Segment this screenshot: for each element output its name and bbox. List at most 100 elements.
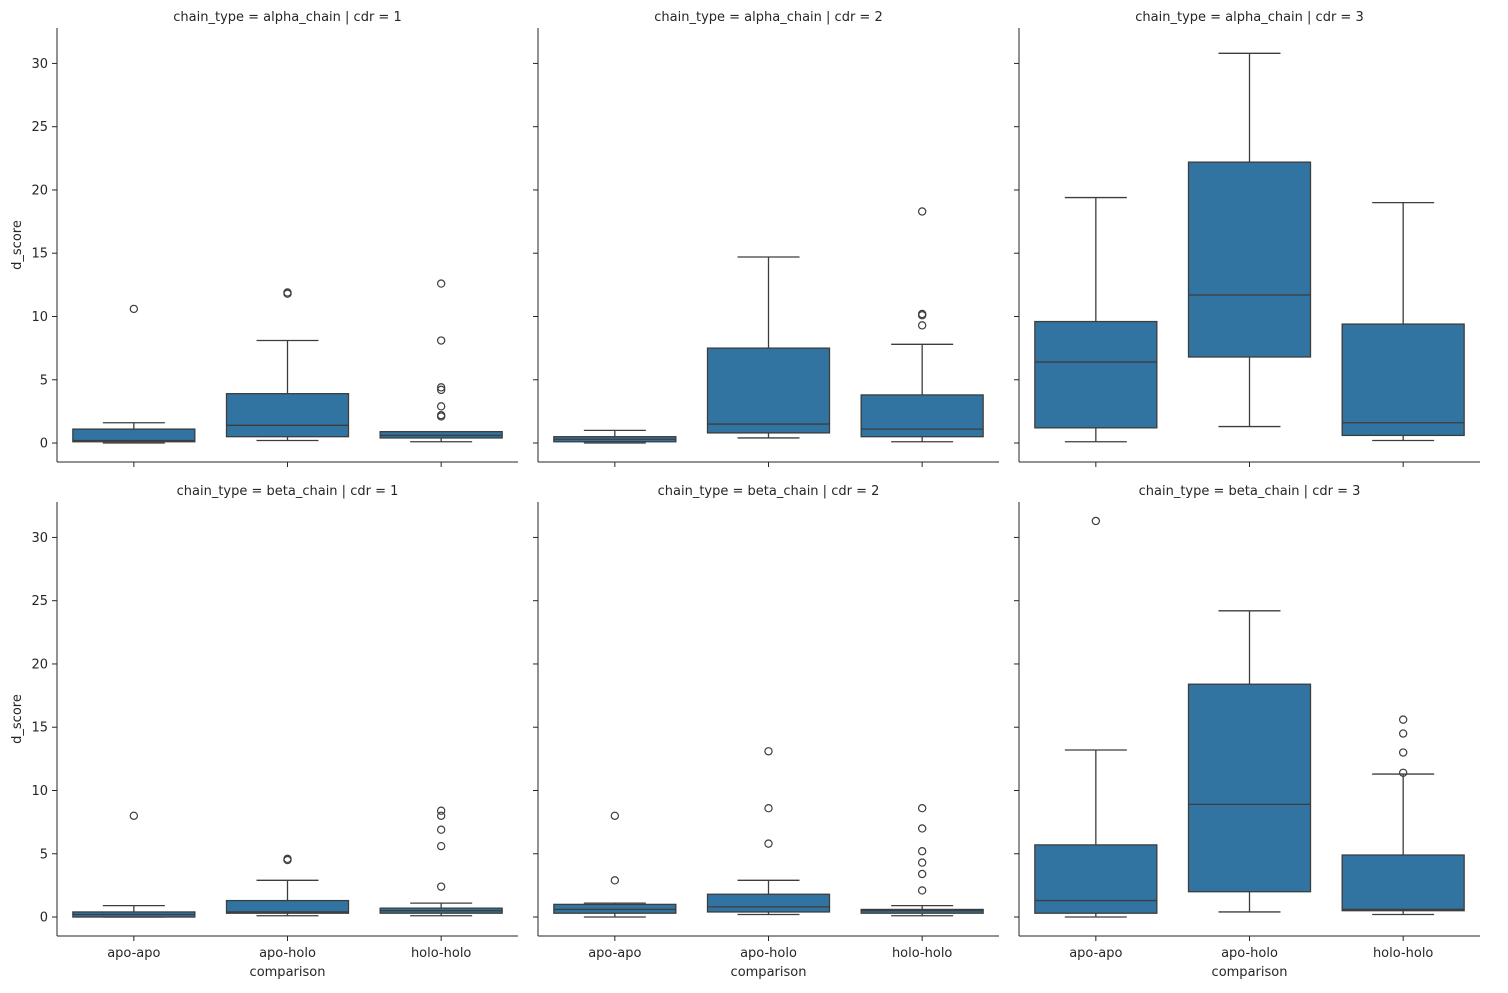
y-tick-label: 25	[31, 120, 48, 135]
outlier-point	[764, 804, 773, 813]
outlier-point	[917, 869, 927, 879]
x-tick-label: apo-apo	[1069, 946, 1122, 961]
box-apo-apo	[553, 429, 677, 444]
outlier-point	[129, 304, 139, 314]
iqr-box	[225, 393, 350, 438]
outlier-point	[917, 309, 927, 319]
y-tick-label: 25	[31, 594, 48, 609]
facet-panel-5: chain_type = beta_chain | cdr = 2 apo-apo…	[533, 484, 999, 980]
box-apo-apo	[72, 304, 196, 444]
box-apo-holo	[1187, 610, 1312, 913]
y-tick-label: 30	[31, 57, 48, 72]
outlier-point	[1091, 516, 1101, 526]
facet-panel-1: chain_type = alpha_chain | cdr = 1 0 5 10 15…	[10, 10, 518, 467]
x-axis-label: comparison	[1212, 965, 1288, 980]
y-tick-label: 15	[31, 721, 48, 736]
outlier-point	[917, 804, 927, 813]
facet-title: chain_type = beta_chain | cdr = 2	[658, 484, 880, 499]
iqr-box	[72, 428, 196, 443]
facet-panel-4: chain_type = beta_chain | cdr = 1 0 5 10 15 2…	[10, 484, 518, 980]
iqr-box	[1341, 323, 1465, 437]
outlier-point	[436, 336, 446, 345]
outlier-point	[1398, 748, 1408, 757]
y-tick-label: 5	[40, 847, 48, 862]
outlier-point	[1398, 715, 1408, 724]
y-tick-label: 0	[40, 437, 48, 452]
outlier-point	[917, 824, 927, 833]
outlier-point	[283, 854, 292, 864]
box-apo-holo	[706, 747, 831, 916]
facet-title: chain_type = beta_chain | cdr = 3	[1139, 484, 1361, 499]
outlier-point	[129, 811, 139, 820]
box-apo-holo	[1187, 52, 1312, 428]
iqr-box	[1187, 161, 1312, 358]
box-holo-holo	[860, 804, 984, 917]
box-apo-apo	[1034, 516, 1158, 918]
y-tick-label: 30	[31, 531, 48, 546]
y-tick-label: 20	[31, 657, 48, 672]
y-tick-label: 10	[31, 310, 48, 325]
outlier-point	[917, 886, 927, 895]
box-apo-holo	[706, 256, 831, 439]
box-holo-holo	[1341, 715, 1465, 916]
iqr-box	[1341, 854, 1465, 912]
outlier-point	[610, 811, 620, 820]
x-tick-label: apo-holo	[1221, 946, 1278, 961]
outlier-point	[917, 858, 927, 867]
box-holo-holo	[860, 207, 984, 443]
outlier-point	[436, 410, 446, 420]
facet-title: chain_type = beta_chain | cdr = 1	[177, 484, 399, 499]
x-tick-label: apo-apo	[107, 946, 160, 961]
box-apo-apo	[553, 811, 677, 918]
outlier-point	[917, 847, 927, 856]
x-axis-label: comparison	[731, 965, 807, 980]
x-axis-label: comparison	[250, 965, 326, 980]
y-tick-label: 0	[40, 911, 48, 926]
y-tick-label: 15	[31, 247, 48, 262]
y-tick-label: 20	[31, 183, 48, 198]
outlier-point	[436, 385, 446, 395]
x-tick-label: apo-holo	[259, 946, 316, 961]
y-tick-label: 5	[40, 373, 48, 388]
x-tick-label: holo-holo	[892, 946, 952, 961]
outlier-point	[917, 321, 927, 330]
iqr-box	[1034, 320, 1158, 429]
outlier-point	[436, 841, 446, 851]
y-axis-label: d_score	[10, 220, 25, 270]
outlier-point	[610, 876, 620, 885]
facet-title: chain_type = alpha_chain | cdr = 1	[173, 10, 401, 25]
y-axis-label: d_score	[10, 694, 25, 744]
iqr-box	[860, 394, 984, 438]
iqr-box	[225, 899, 350, 914]
iqr-box	[706, 347, 831, 434]
outlier-point	[436, 811, 446, 820]
facet-title: chain_type = alpha_chain | cdr = 2	[654, 10, 882, 25]
x-tick-label: holo-holo	[411, 946, 471, 961]
iqr-box	[1034, 844, 1158, 914]
box-apo-holo	[225, 288, 350, 442]
box-holo-holo	[379, 279, 503, 443]
outlier-point	[283, 288, 292, 297]
outlier-point	[436, 806, 446, 815]
outlier-point	[436, 279, 446, 288]
outlier-point	[917, 207, 927, 216]
outlier-point	[436, 402, 446, 411]
outlier-point	[1398, 768, 1408, 777]
outlier-point	[436, 825, 446, 834]
iqr-box	[1187, 683, 1312, 893]
box-apo-apo	[1034, 196, 1158, 443]
box-holo-holo	[379, 806, 503, 917]
x-tick-label: apo-apo	[588, 946, 641, 961]
iqr-box	[706, 893, 831, 913]
x-tick-label: holo-holo	[1373, 946, 1433, 961]
outlier-point	[1398, 729, 1408, 738]
facet-title: chain_type = alpha_chain | cdr = 3	[1135, 10, 1363, 25]
outlier-point	[436, 383, 446, 392]
outlier-point	[764, 747, 773, 756]
box-holo-holo	[1341, 201, 1465, 442]
y-tick-label: 10	[31, 784, 48, 799]
outlier-point	[764, 839, 773, 848]
outlier-point	[436, 882, 446, 891]
